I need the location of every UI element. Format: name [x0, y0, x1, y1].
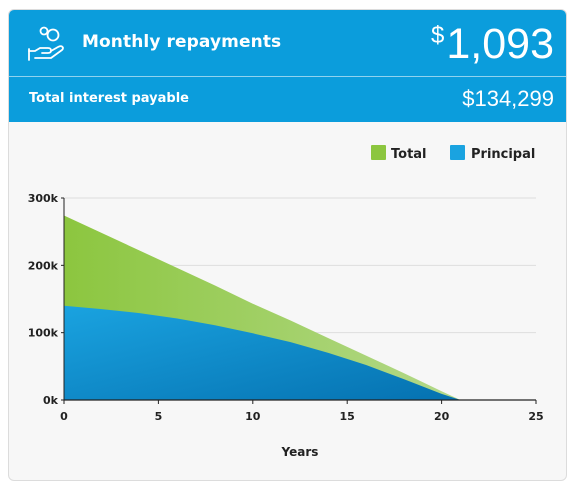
- area-layer: [64, 215, 461, 400]
- x-tick-label-4: 20: [434, 410, 450, 423]
- hand-coins-icon: [28, 26, 64, 61]
- monthly-amount: $1,093: [431, 14, 554, 74]
- x-axis-title: Years: [281, 445, 319, 459]
- x-tick-label-3: 15: [340, 410, 355, 423]
- repayment-chart: 0k 100k 200k 300k 0 5 10 15 20 25 Total Principal…: [28, 145, 544, 459]
- x-tick-label-5: 25: [528, 410, 543, 423]
- axis-layer: 0k 100k 200k 300k 0 5 10 15 20 25: [28, 192, 544, 423]
- x-tick-label-1: 5: [155, 410, 163, 423]
- legend-label-total: Total: [391, 147, 427, 162]
- y-tick-label-1: 100k: [28, 327, 59, 340]
- header-title: Monthly repayments: [82, 32, 282, 52]
- legend-swatch-total: [371, 145, 386, 160]
- currency-symbol: $: [431, 22, 445, 49]
- repayment-card: Monthly repayments $1,093 Total interest…: [8, 9, 567, 481]
- legend-label-principal: Principal: [471, 147, 535, 162]
- legend-swatch-principal: [450, 145, 465, 160]
- area-principal: [64, 305, 461, 400]
- legend: Total Principal: [371, 145, 535, 162]
- interest-amount: $134,299: [462, 86, 554, 111]
- monthly-amount-value: 1,093: [446, 20, 554, 68]
- x-tick-label-2: 10: [245, 410, 261, 423]
- summary-header: Monthly repayments $1,093 Total interest…: [9, 10, 566, 122]
- y-tick-label-2: 200k: [28, 259, 59, 272]
- y-tick-label-0: 0k: [43, 394, 59, 407]
- header-divider: [9, 76, 566, 77]
- x-tick-label-0: 0: [60, 410, 68, 423]
- interest-label: Total interest payable: [29, 91, 189, 106]
- y-tick-label-3: 300k: [28, 192, 59, 205]
